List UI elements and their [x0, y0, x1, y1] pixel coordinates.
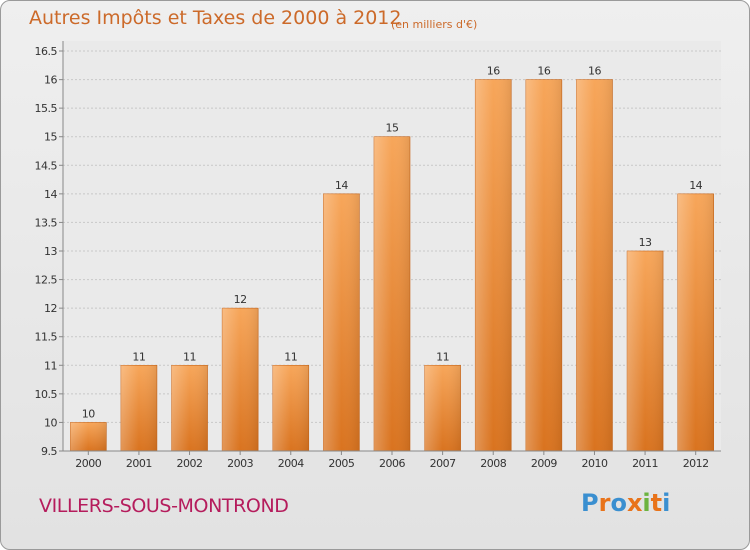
- y-tick-label: 15: [44, 131, 57, 144]
- value-label: 15: [386, 122, 399, 135]
- bar-shade: [120, 365, 157, 451]
- y-tick-label: 16.5: [35, 45, 58, 58]
- y-tick-label: 10.5: [35, 388, 58, 401]
- bar-shade: [171, 365, 208, 451]
- value-label: 11: [183, 350, 196, 363]
- x-tick-label: 2012: [683, 457, 709, 470]
- logo-letter: o: [610, 489, 627, 517]
- x-tick-label: 2009: [531, 457, 557, 470]
- bar-shade: [525, 79, 562, 452]
- bar-shade: [576, 79, 613, 452]
- y-tick-label: 11.5: [35, 331, 58, 344]
- chart-subtitle: (en milliers d'€): [391, 18, 478, 31]
- value-label: 12: [234, 293, 247, 306]
- y-tick-label: 12.5: [35, 274, 58, 287]
- bar-shade: [475, 79, 512, 452]
- x-tick-label: 2005: [328, 457, 354, 470]
- value-label: 14: [689, 179, 702, 192]
- y-tick-label: 9.5: [41, 445, 57, 458]
- value-label: 11: [284, 350, 297, 363]
- commune-name: VILLERS-SOUS-MONTROND: [39, 495, 289, 517]
- x-tick-label: 2001: [126, 457, 152, 470]
- value-label: 11: [132, 350, 145, 363]
- bar-shade: [222, 308, 259, 451]
- value-label: 13: [639, 236, 652, 249]
- x-tick-label: 2008: [480, 457, 506, 470]
- bar-shade: [677, 193, 714, 451]
- y-tick-label: 13.5: [35, 216, 58, 229]
- bar-shade: [424, 365, 461, 451]
- x-tick-label: 2006: [379, 457, 405, 470]
- y-tick-label: 15.5: [35, 102, 58, 115]
- logo-letter: i: [642, 489, 651, 517]
- logo-letter: i: [662, 489, 671, 517]
- logo-letter: x: [626, 489, 643, 517]
- y-tick-label: 11: [44, 359, 57, 372]
- x-tick-label: 2000: [75, 457, 101, 470]
- y-tick-labels: 9.5 10 10.5 11 11.5 12 12.5 13 13.5 14 14.5 15 15.5 1…: [35, 45, 58, 458]
- value-label: 10: [82, 407, 95, 420]
- logo-letter: r: [598, 489, 611, 517]
- value-label: 11: [436, 350, 449, 363]
- value-label: 16: [537, 65, 550, 78]
- bars: [70, 79, 714, 452]
- y-tick-label: 10: [44, 416, 57, 429]
- y-tick-label: 16: [44, 74, 57, 87]
- logo-letter: P: [581, 489, 599, 517]
- x-tick-label: 2003: [227, 457, 253, 470]
- y-tick-label: 12: [44, 302, 57, 315]
- bar-shade: [323, 193, 360, 451]
- bar-shade: [627, 251, 664, 451]
- bar-shade: [272, 365, 309, 451]
- x-tick-label: 2004: [278, 457, 304, 470]
- value-label: 14: [335, 179, 348, 192]
- y-tick-label: 14.5: [35, 159, 58, 172]
- chart-title: Autres Impôts et Taxes de 2000 à 2012: [29, 7, 402, 29]
- x-tick-label: 2007: [430, 457, 456, 470]
- proxiti-logo: Proxiti: [581, 489, 670, 517]
- value-label: 16: [487, 65, 500, 78]
- bar-shade: [374, 136, 410, 451]
- y-tick-label: 14: [44, 188, 57, 201]
- y-tick-label: 13: [44, 245, 57, 258]
- x-tick-label: 2002: [177, 457, 203, 470]
- x-tick-label: 2010: [581, 457, 607, 470]
- value-label: 16: [588, 65, 601, 78]
- value-labels: 10 11 11 12 11 14 15 11 16 16 16 13 14: [82, 65, 703, 421]
- x-tick-labels: 2000 2001 2002 2003 2004 2005 2006 2007 2008 2009…: [75, 451, 709, 470]
- logo-letter: t: [650, 489, 663, 517]
- x-tick-label: 2011: [632, 457, 658, 470]
- bar-shade: [70, 422, 107, 451]
